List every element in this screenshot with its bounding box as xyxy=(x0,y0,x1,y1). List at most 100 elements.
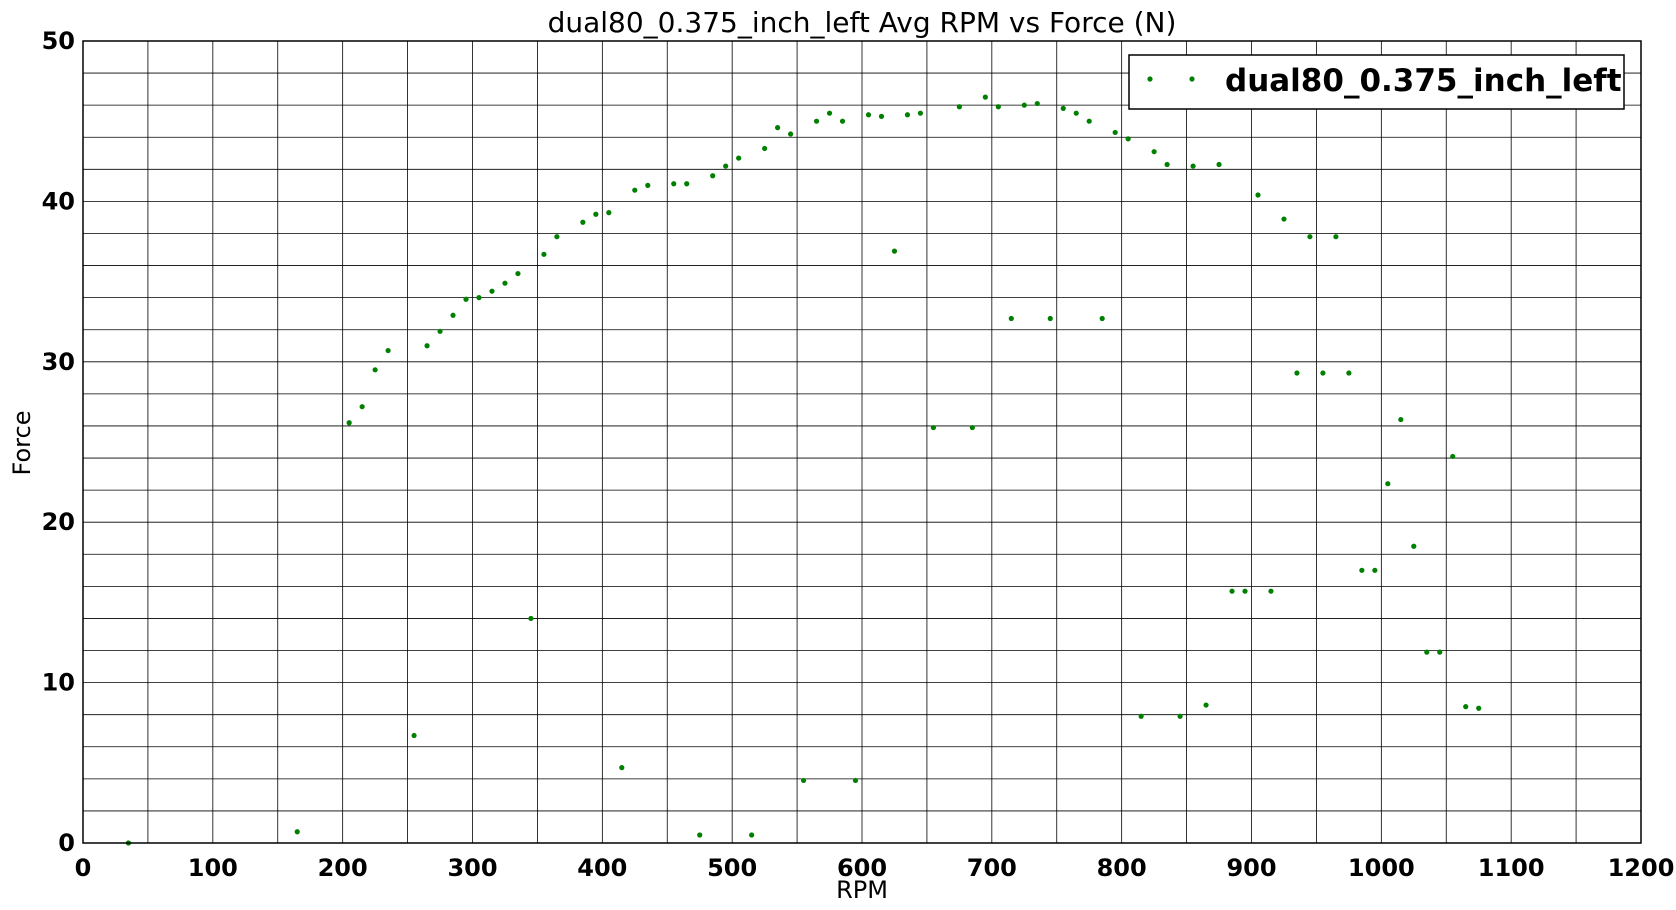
data-point xyxy=(632,187,638,193)
data-point xyxy=(1320,370,1326,376)
data-point xyxy=(476,295,482,301)
data-point xyxy=(606,210,612,216)
data-point xyxy=(826,110,833,116)
data-point xyxy=(1372,567,1378,573)
data-point xyxy=(1463,704,1469,710)
data-points xyxy=(125,94,1482,846)
data-point xyxy=(372,367,378,373)
data-point xyxy=(930,424,937,431)
data-point xyxy=(671,181,677,187)
data-point xyxy=(1099,315,1105,322)
data-point xyxy=(1294,370,1300,376)
data-point xyxy=(645,182,651,188)
x-tick-label: 300 xyxy=(447,854,497,882)
data-point xyxy=(1255,192,1261,198)
y-axis-label: Force xyxy=(8,411,36,476)
x-tick-label: 1000 xyxy=(1348,854,1415,882)
data-point xyxy=(852,777,859,784)
data-point xyxy=(1359,567,1365,573)
y-tick-label: 10 xyxy=(42,669,75,697)
data-point xyxy=(346,420,352,426)
data-point xyxy=(1346,370,1352,376)
data-point xyxy=(1437,649,1443,655)
data-point xyxy=(580,219,586,225)
data-point xyxy=(1190,163,1196,169)
data-point xyxy=(1229,588,1235,594)
data-point xyxy=(917,110,924,116)
data-point xyxy=(723,163,729,169)
data-point xyxy=(956,104,962,110)
data-point xyxy=(424,343,430,349)
x-tick-label: 1200 xyxy=(1608,854,1675,882)
x-tick-label: 1100 xyxy=(1478,854,1545,882)
data-point xyxy=(1385,481,1391,487)
y-tick-label: 20 xyxy=(42,508,75,536)
data-point xyxy=(593,211,599,217)
data-point xyxy=(411,732,417,739)
x-tick-label: 100 xyxy=(188,854,238,882)
data-point xyxy=(749,832,755,838)
data-point xyxy=(1047,315,1053,322)
data-point xyxy=(1125,136,1131,142)
legend: dual80_0.375_inch_left xyxy=(1128,54,1625,110)
data-point xyxy=(839,118,846,124)
x-tick-label: 600 xyxy=(837,854,887,882)
data-point xyxy=(878,113,885,119)
data-point xyxy=(1333,234,1339,240)
x-tick-label: 900 xyxy=(1226,854,1276,882)
y-tick-label: 40 xyxy=(42,187,75,215)
data-point xyxy=(437,328,443,334)
chart-title: dual80_0.375_inch_left Avg RPM vs Force … xyxy=(548,6,1177,39)
data-point xyxy=(1021,102,1027,108)
data-point xyxy=(1138,713,1144,719)
data-point xyxy=(1112,129,1118,136)
x-tick-label: 700 xyxy=(967,854,1017,882)
x-tick-label: 500 xyxy=(707,854,757,882)
data-point xyxy=(294,829,300,835)
x-tick-labels: 0 100 200 300 400 500 600 700 800 900 1000 1100 1200 xyxy=(75,854,1675,882)
y-tick-label: 30 xyxy=(42,348,75,376)
data-point xyxy=(1476,705,1482,711)
data-point xyxy=(1151,149,1157,155)
data-point xyxy=(891,248,898,254)
data-point xyxy=(684,181,690,187)
data-point xyxy=(736,155,742,161)
y-tick-labels: 0 10 20 30 40 50 xyxy=(42,27,75,857)
data-point xyxy=(450,312,456,318)
data-point xyxy=(710,173,716,179)
data-point xyxy=(813,118,820,124)
data-point xyxy=(904,112,911,118)
x-axis-label: RPM xyxy=(836,876,888,904)
data-point xyxy=(541,251,547,257)
data-point xyxy=(800,777,807,784)
data-point xyxy=(1177,713,1183,719)
x-tick-label: 800 xyxy=(1097,854,1147,882)
data-point xyxy=(1398,416,1404,423)
legend-box xyxy=(1128,54,1625,110)
data-point xyxy=(1242,588,1248,594)
data-point xyxy=(787,131,794,137)
legend-label: dual80_0.375_inch_left xyxy=(1225,63,1622,99)
y-tick-label: 50 xyxy=(42,27,75,55)
legend-marker-1 xyxy=(1147,76,1153,82)
y-tick-label: 0 xyxy=(58,829,75,857)
legend-marker-2 xyxy=(1189,76,1195,82)
data-point xyxy=(1034,100,1040,107)
data-point xyxy=(502,280,508,286)
data-point xyxy=(697,832,703,838)
data-point xyxy=(515,270,521,277)
data-point xyxy=(1008,315,1014,322)
data-point xyxy=(1203,702,1209,708)
data-point xyxy=(619,765,625,771)
data-point xyxy=(463,296,469,302)
data-point xyxy=(1073,110,1079,116)
data-point xyxy=(865,112,872,118)
data-point xyxy=(1086,118,1092,124)
data-point xyxy=(489,288,495,294)
x-tick-label: 0 xyxy=(75,854,92,882)
data-point xyxy=(554,234,560,240)
data-point xyxy=(1307,234,1313,240)
data-point xyxy=(1268,588,1274,594)
grid xyxy=(82,40,1642,844)
